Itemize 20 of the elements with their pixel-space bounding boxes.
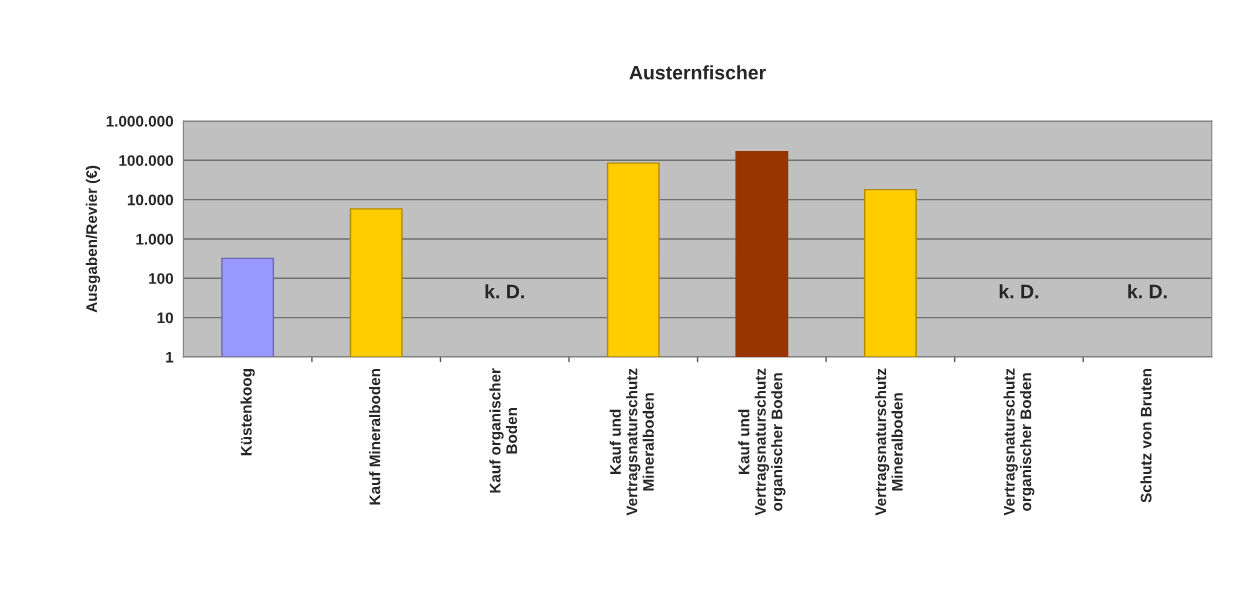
x-tick-label: Kauf und Vertragsnaturschutz organischer Boden: [738, 368, 786, 516]
chart-title: Austernfischer: [629, 65, 766, 80]
y-tick-label: 10: [157, 312, 174, 324]
x-tick-label: Vertragsnaturschutz Mineralboden: [874, 368, 903, 516]
annotation: k. D.: [999, 284, 1039, 299]
annotation: k. D.: [485, 284, 524, 299]
annotation: k. D.: [1128, 284, 1167, 299]
y-tick-label: 1.000: [136, 233, 174, 245]
x-tick-label: Vertragsnaturschutz organischer Boden: [1003, 368, 1035, 516]
y-tick-label: 10.000: [127, 194, 174, 206]
y-axis-title: Ausgaben/Revier (€): [85, 165, 101, 313]
x-tick-label: Kauf und Vertragsnaturschutz Mineralboden: [609, 368, 654, 516]
x-tick-label: Schutz von Bruten: [1140, 368, 1152, 503]
y-tick-label: 1: [166, 351, 174, 363]
y-tick-label: 1.000.000: [106, 115, 174, 127]
y-tick-label: 100: [149, 273, 174, 284]
x-tick-label: Kauf organischer Boden: [489, 368, 518, 493]
x-tick-label: Kauf Mineralboden: [369, 368, 381, 505]
y-tick-label: 100.000: [119, 155, 174, 166]
x-tick-label: Küstenkoog: [240, 369, 255, 456]
